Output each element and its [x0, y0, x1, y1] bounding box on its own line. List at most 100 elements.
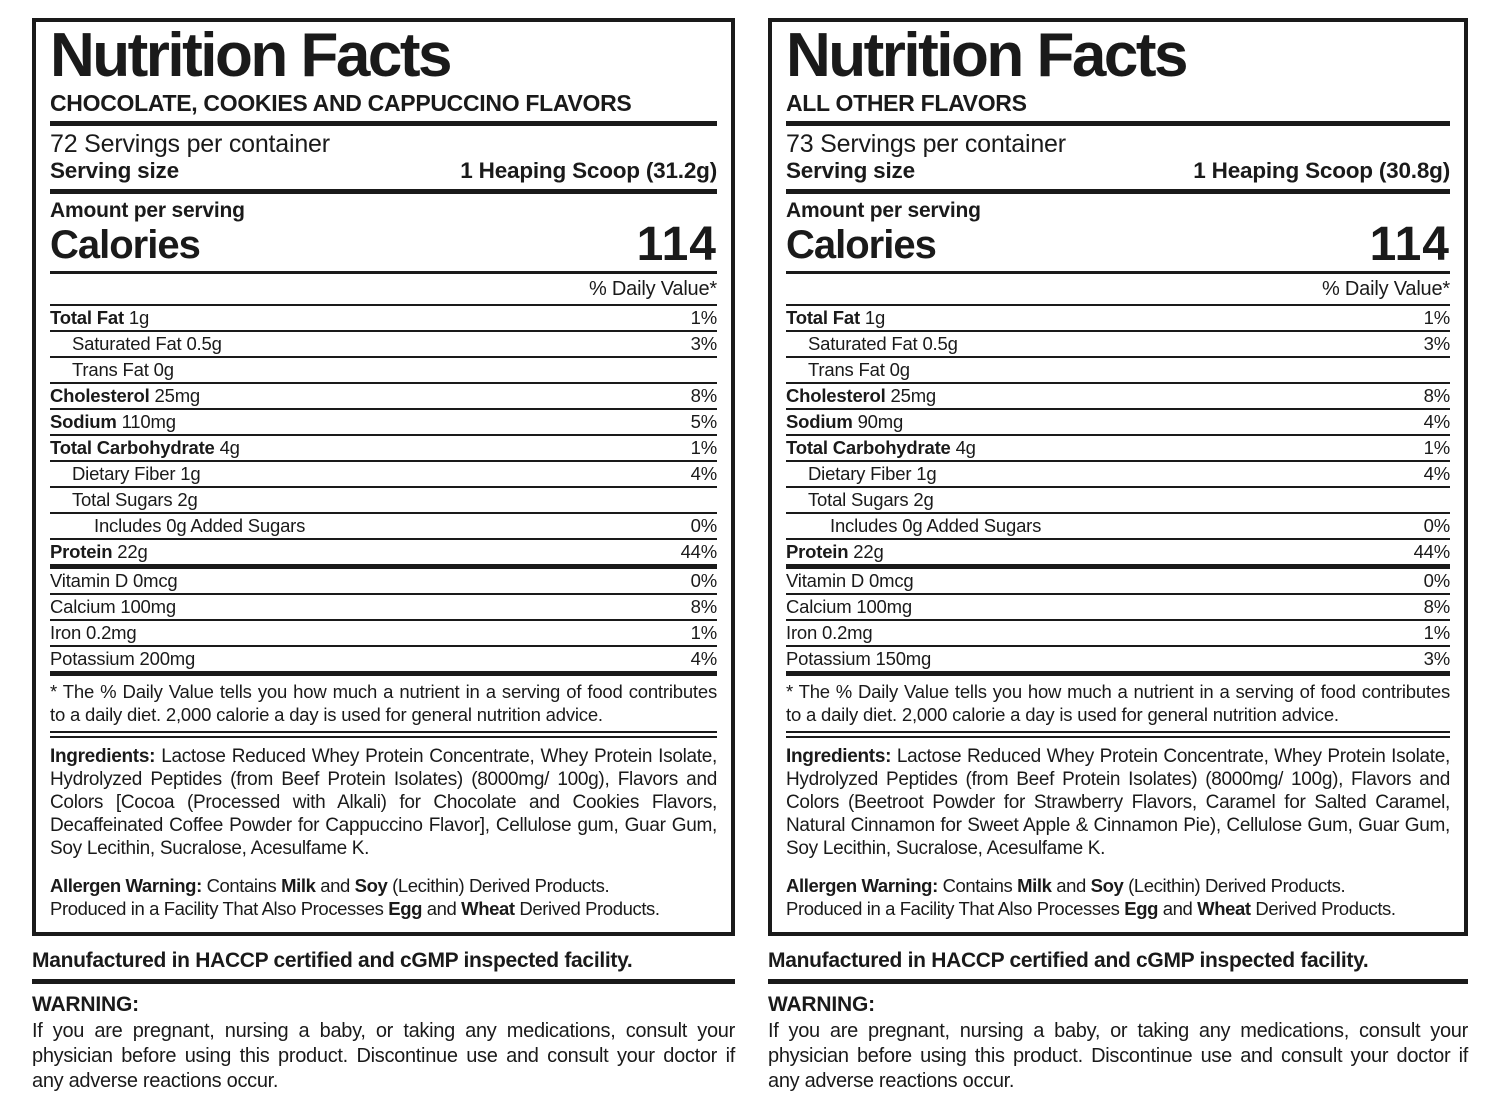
nutrient-daily-value: 4% [1423, 463, 1451, 485]
nutrient-daily-value: 1% [1423, 307, 1451, 329]
nutrient-daily-value: 1% [690, 622, 718, 644]
nutrient-name: Sodium [50, 411, 117, 433]
nutrient-amount: 22g [853, 541, 884, 563]
nutrient-row: Total Carbohydrate 4g 1% [786, 436, 1451, 463]
allergen-segment: Produced in a Facility That Also Process… [50, 898, 389, 920]
calories-row: Calories 114 [786, 221, 1450, 269]
nutrient-daily-value: 8% [690, 596, 718, 618]
nutrient-name-amount: Includes 0g Added Sugars [94, 516, 305, 536]
divider-medium [786, 271, 1450, 275]
nutrient-name: Protein [50, 541, 113, 563]
nutrient-rows: Total Fat 1g 1% Saturated Fat 0.5g 3% Trans … [50, 306, 718, 677]
nutrient-amount: 1g [128, 307, 150, 329]
nutrient-name-amount: Potassium 150mg [786, 649, 931, 669]
nutrient-name-amount: Iron 0.2mg [50, 622, 137, 644]
nutrient-amount: 4g [219, 437, 240, 459]
nutrient-row: Calcium 100mg 8% [50, 595, 718, 622]
manufactured-note: Manufactured in HACCP certified and cGMP… [32, 949, 633, 973]
nutrient-name: Potassium [786, 648, 871, 670]
allergen-segment: and [422, 898, 462, 920]
daily-value-header: % Daily Value* [50, 277, 717, 307]
allergen-segment: Produced in a Facility That Also Process… [786, 898, 1125, 920]
nutrient-daily-value: 8% [690, 385, 718, 407]
nutrient-name: Sodium [786, 411, 853, 433]
nutrient-amount: 100mg [856, 596, 912, 618]
nutrient-name: Potassium [50, 648, 135, 670]
servings-per-container: 73 Servings per container [786, 130, 1066, 159]
ingredients: Ingredients: Lactose Reduced Whey Protei… [50, 745, 717, 860]
nutrient-amount: 2g [177, 489, 198, 511]
nutrient-name: Includes 0g Added Sugars [94, 515, 306, 537]
nutrient-name-amount: Protein 22g [50, 542, 148, 562]
nutrient-row: Potassium 200mg 4% [50, 647, 718, 677]
nutrient-name: Total Fat [786, 307, 860, 329]
daily-value-footnote: * The % Daily Value tells you how much a… [786, 681, 1450, 726]
nutrient-amount: 0.2mg [86, 622, 137, 644]
allergen-segment: Allergen Warning: [50, 875, 202, 897]
nutrient-daily-value: 4% [690, 648, 718, 670]
calories-row: Calories 114 [50, 221, 717, 269]
nutrient-row: Protein 22g 44% [786, 540, 1450, 570]
nutrient-name: Vitamin D [50, 570, 129, 592]
serving-size-row: Serving size 1 Heaping Scoop (30.8g) [786, 158, 1450, 184]
nutrient-name: Total Carbohydrate [786, 437, 951, 459]
nutrient-row: Calcium 100mg 8% [786, 595, 1450, 622]
nutrient-row: Cholesterol 25mg 8% [50, 384, 718, 411]
allergen-segment: Egg [388, 898, 422, 920]
nutrient-name: Total Carbohydrate [50, 437, 215, 459]
servings-per-container: 72 Servings per container [50, 130, 330, 159]
nutrient-daily-value: 1% [1423, 437, 1451, 459]
amount-per-serving: Amount per serving [50, 199, 245, 223]
nutrient-name-amount: Cholesterol 25mg [50, 386, 200, 406]
serving-size-label: Serving size [50, 158, 179, 184]
nutrient-name: Saturated Fat [72, 333, 182, 355]
nutrient-daily-value: 4% [690, 463, 718, 485]
panel-title: Nutrition Facts [786, 21, 1188, 90]
nutrient-name: Calcium [50, 596, 116, 618]
nutrient-row: Sodium 90mg 4% [786, 410, 1450, 437]
nutrient-amount: 4g [955, 437, 976, 459]
nutrient-amount: 150mg [875, 648, 932, 670]
nutrient-daily-value: 1% [690, 437, 718, 459]
nutrient-daily-value: 0% [1423, 515, 1451, 537]
nutrition-label-right: Nutrition Facts ALL OTHER FLAVORS 73 Ser… [768, 18, 1468, 1094]
allergen-segment: and [1158, 898, 1198, 920]
ingredients: Ingredients: Lactose Reduced Whey Protei… [786, 745, 1450, 860]
nutrient-name-amount: Calcium 100mg [786, 597, 912, 617]
panel-title: Nutrition Facts [50, 21, 452, 90]
nutrient-rows: Total Fat 1g 1% Saturated Fat 0.5g 3% Trans … [786, 306, 1451, 677]
nutrient-row: Vitamin D 0mcg 0% [786, 569, 1450, 596]
nutrient-row: Trans Fat 0g [786, 358, 1450, 385]
nutrient-name-amount: Total Fat 1g [50, 308, 149, 328]
flavor-line: CHOCOLATE, COOKIES AND CAPPUCCINO FLAVOR… [50, 90, 632, 117]
calories-label: Calories [786, 223, 937, 268]
nutrient-name: Protein [786, 541, 849, 563]
nutrient-daily-value: 3% [1423, 648, 1451, 670]
manufactured-note: Manufactured in HACCP certified and cGMP… [768, 949, 1369, 973]
nutrient-name-amount: Calcium 100mg [50, 597, 176, 617]
allergen-segment: Wheat [461, 898, 515, 920]
nutrient-name: Dietary Fiber [808, 463, 912, 485]
warning-heading: WARNING: [768, 993, 875, 1017]
ingredients-label: Ingredients: [786, 746, 892, 768]
nutrient-name: Total Fat [50, 307, 124, 329]
nutrient-row: Total Sugars 2g [50, 488, 717, 515]
nutrient-name-amount: Total Fat 1g [786, 308, 885, 328]
nutrient-daily-value: 5% [690, 411, 718, 433]
nutrient-name: Total Sugars [808, 489, 909, 511]
allergen-segment: Egg [1124, 898, 1158, 920]
calories-label: Calories [50, 223, 201, 268]
nutrient-amount: 110mg [121, 411, 176, 433]
allergen-line: Allergen Warning: Contains Milk and Soy … [786, 874, 1450, 897]
nutrient-amount: 100mg [120, 596, 176, 618]
nutrient-daily-value: 3% [690, 333, 718, 355]
nutrient-daily-value: 1% [1423, 622, 1451, 644]
nutrient-name-amount: Total Sugars 2g [808, 490, 934, 510]
nutrient-row: Includes 0g Added Sugars 0% [50, 514, 717, 541]
divider-thick [786, 189, 1450, 195]
nutrient-amount: 1g [180, 463, 201, 485]
allergen-warning: Allergen Warning: Contains Milk and Soy … [786, 874, 1450, 920]
nutrient-amount: 1g [916, 463, 937, 485]
nutrient-name: Trans Fat [808, 359, 885, 381]
nutrient-amount: 25mg [890, 385, 937, 407]
